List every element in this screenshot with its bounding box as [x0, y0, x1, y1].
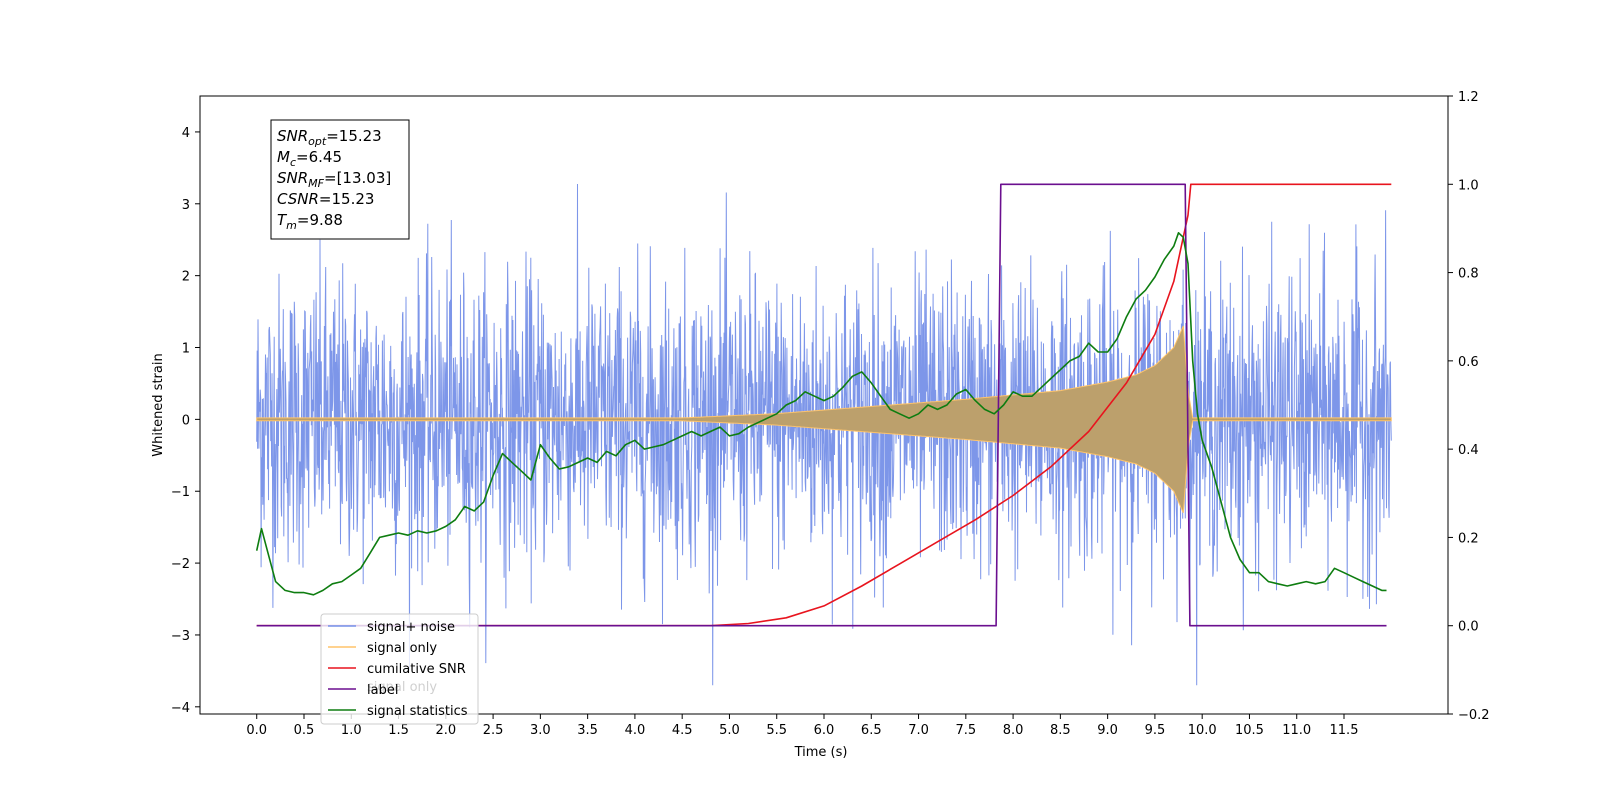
x-tick-label: 0.0: [246, 723, 267, 738]
x-tick-label: 10.0: [1188, 723, 1217, 738]
y-right-tick-label: 0.4: [1458, 443, 1479, 458]
legend-entry: signal+ noise: [367, 620, 455, 635]
y-right-tick-label: −0.2: [1458, 708, 1490, 723]
y-right-tick-label: 0.8: [1458, 267, 1479, 282]
x-tick-label: 1.5: [388, 723, 409, 738]
info-row: SNRopt=15.23: [277, 127, 382, 148]
y-axis-right: 1.2 1.0 0.8 0.6 0.4 0.2 0.0 −0.2: [1448, 90, 1490, 723]
series-cumilative-snr: [256, 183, 1392, 627]
x-tick-label: 6.0: [814, 723, 835, 738]
info-box-frame: [270, 119, 410, 240]
legend-entry: signal statistics: [367, 704, 468, 719]
x-tick-label: 4.0: [625, 723, 646, 738]
y-right-tick-label: 1.2: [1458, 90, 1479, 105]
series-signal-noise: [256, 183, 1392, 686]
x-tick-label: 6.5: [861, 723, 882, 738]
y-axis-left: 4 3 2 1 0 −1 −2 −3 −4: [171, 126, 200, 716]
series-lines: [255, 183, 1392, 627]
y-tick-label: 2: [182, 270, 190, 285]
y-tick-label: −4: [171, 701, 190, 716]
legend-entry: label: [367, 683, 398, 698]
series-signal-only-fill: [256, 325, 1392, 514]
series-signal-only: [256, 325, 1392, 514]
y-right-tick-label: 0.0: [1458, 620, 1479, 635]
y-tick-label: −2: [171, 557, 190, 572]
series-signal-statistics: [255, 232, 1387, 596]
x-tick-label: 4.5: [672, 723, 693, 738]
legend: signal only signal+ noise signal only cumil…: [320, 613, 479, 725]
x-tick-label: 8.5: [1050, 723, 1071, 738]
y-tick-label: −3: [171, 629, 190, 644]
y-tick-label: 1: [182, 342, 190, 357]
y-tick-label: 0: [182, 413, 190, 428]
y-right-tick-label: 1.0: [1458, 178, 1479, 193]
x-tick-label: 3.0: [530, 723, 551, 738]
x-tick-label: 7.5: [955, 723, 976, 738]
info-row: SNRMF=[13.03]: [277, 169, 391, 190]
x-tick-label: 10.5: [1235, 723, 1264, 738]
x-axis: 0.0 0.5 1.0 1.5 2.0 2.5 3.0 3.5 4.0 4.5 5.0 5.5 6.0 6…: [246, 714, 1358, 738]
legend-entry: cumilative SNR: [367, 662, 466, 677]
info-row: Tm=9.88: [277, 211, 343, 232]
x-axis-label: Time (s): [794, 745, 848, 760]
x-tick-label: 5.5: [766, 723, 787, 738]
x-tick-label: 11.5: [1330, 723, 1359, 738]
y-axis-label: Whitened strain: [151, 353, 166, 456]
x-tick-label: 2.0: [435, 723, 456, 738]
series-label: [256, 183, 1387, 627]
x-tick-label: 7.0: [908, 723, 929, 738]
x-tick-label: 9.0: [1097, 723, 1118, 738]
x-tick-label: 2.5: [483, 723, 504, 738]
x-tick-label: 1.0: [341, 723, 362, 738]
legend-overlap-text: signal only: [367, 680, 437, 695]
legend-frame: [320, 613, 479, 725]
x-tick-label: 8.0: [1003, 723, 1024, 738]
info-row: CSNR=15.23: [277, 190, 374, 208]
info-row: Mc=6.45: [277, 148, 342, 169]
x-tick-label: 5.0: [719, 723, 740, 738]
series-signal-noise-line: [256, 183, 1392, 686]
x-tick-label: 11.0: [1282, 723, 1311, 738]
y-tick-label: 4: [182, 126, 190, 141]
legend-entry: signal only: [367, 641, 437, 656]
info-box: SNRopt=15.23Mc=6.45SNRMF=[13.03]CSNR=15.…: [270, 119, 410, 240]
x-tick-label: 3.5: [577, 723, 598, 738]
y-right-tick-label: 0.2: [1458, 531, 1479, 546]
y-tick-label: −1: [171, 485, 190, 500]
y-right-tick-label: 0.6: [1458, 355, 1479, 370]
y-tick-label: 3: [182, 198, 190, 213]
x-tick-label: 0.5: [294, 723, 315, 738]
x-tick-label: 9.5: [1145, 723, 1166, 738]
